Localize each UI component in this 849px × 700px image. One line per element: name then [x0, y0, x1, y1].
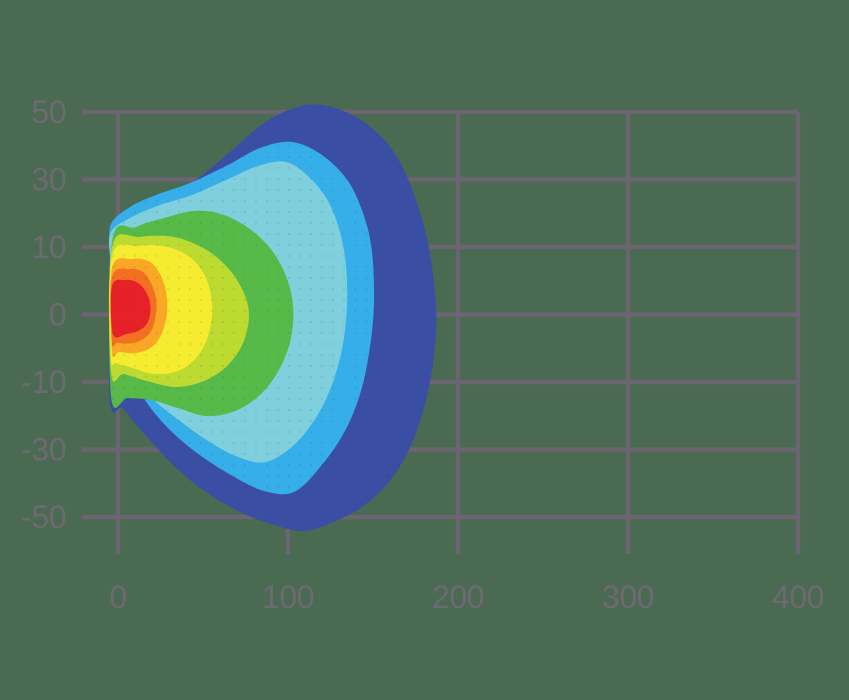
x-tick-label-200: 200	[432, 579, 484, 615]
y-tick-label-50: 50	[31, 94, 66, 130]
halftone-texture	[108, 104, 437, 532]
halftone-overlay	[108, 104, 437, 532]
x-tick-label-400: 400	[772, 579, 824, 615]
y-tick-label-0: 0	[49, 297, 66, 333]
y-axis-tick-labels: 50 30 10 0 -10 -30 -50	[21, 94, 66, 535]
y-tick-label--50: -50	[21, 499, 66, 535]
x-tick-label-0: 0	[109, 579, 126, 615]
x-tick-label-100: 100	[262, 579, 314, 615]
y-tick-label-10: 10	[31, 229, 66, 265]
x-axis-tick-labels: 0 100 200 300 400	[109, 579, 824, 615]
x-tick-label-300: 300	[602, 579, 654, 615]
y-tick-label--10: -10	[21, 364, 66, 400]
y-tick-label-30: 30	[31, 162, 66, 198]
y-tick-label--30: -30	[21, 432, 66, 468]
